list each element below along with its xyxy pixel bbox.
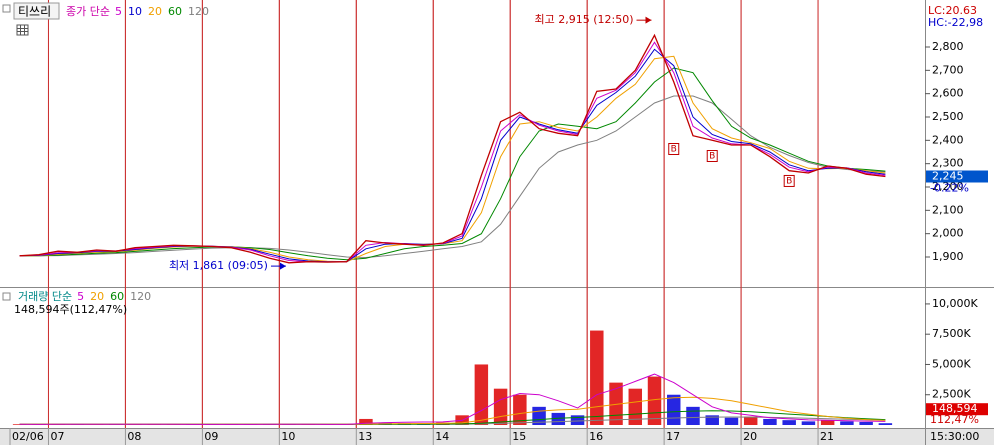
signal-label: B [671,145,677,155]
volume-bar [590,330,604,425]
moving-average [19,67,886,261]
y-tick-label: 1,900 [932,250,964,263]
table-icon[interactable] [16,24,29,36]
volume-bar [763,418,777,425]
volume-bar [609,382,623,425]
annotation: 최저 1,861 (09:05) [169,259,268,272]
y-tick-label: 2,000 [932,227,964,240]
chart-title: 티쓰리 [18,5,51,19]
volume-bar [628,388,643,425]
moving-average [19,95,886,259]
table-icon-grid [17,25,28,35]
volume-bar [705,415,719,425]
legend-entry: 5 [115,5,122,18]
signal-label: B [709,152,715,162]
x-tick-label: 02/06 [12,430,44,443]
y-tick-label: 2,700 [932,63,964,76]
y-tick-label: 2,200 [932,180,964,193]
volume-bar [782,420,796,425]
annotation-arrowhead [645,16,652,24]
current-price: 2,245 [932,170,964,183]
signal-label: B [786,176,792,186]
x-tick-label: 21 [820,430,834,443]
price-line [19,33,886,264]
signal-marker [706,150,718,162]
volume-bar [801,421,816,425]
volume-bar [743,416,758,425]
panel-toggle[interactable] [2,4,11,13]
y-tick-label: 2,500 [932,110,964,123]
y-tick-label: 2,300 [932,157,964,170]
y-tick-label: 2,800 [932,40,964,53]
x-tick-label: 20 [743,430,757,443]
volume-bar [513,394,527,425]
y-tick-label: 5,000K [932,357,971,370]
volume-bar [686,406,700,425]
time-label: 15:30:00 [930,430,979,443]
x-axis-band [0,428,994,445]
volume-bar [667,394,681,425]
annotation-arrowhead [279,262,286,270]
x-tick-label: 17 [666,430,680,443]
legend-entry: 60 [110,290,124,303]
panel-toggle[interactable] [2,292,11,301]
current-volume-ratio: 112,47% [930,413,979,426]
hc-label: HC:-22,98 [928,16,983,29]
volume-bar [724,417,739,425]
x-tick-label: 09 [204,430,218,443]
current-volume: 148,594 [932,402,978,415]
x-tick-label: 15 [512,430,526,443]
legend-entry: 20 [90,290,104,303]
legend-entry: 120 [130,290,151,303]
lc-label: LC:20.63 [928,4,977,17]
volume-bar [859,421,873,425]
volume-average [19,373,886,425]
legend-title: 종가 단순 [66,5,110,18]
current-volume-box [926,403,988,416]
volume-bar [647,376,662,425]
y-tick-label: 2,600 [932,87,964,100]
x-tick-label: 08 [127,430,141,443]
title-box [13,2,60,20]
y-tick-label: 2,100 [932,203,964,216]
volume-bar [474,364,489,425]
y-tick-label: 7,500K [932,327,971,340]
volume-bar [840,421,854,425]
y-tick-label: 10,000K [932,297,978,310]
volume-bar [359,418,373,425]
legend-entry: 20 [148,5,162,18]
volume-bar [820,420,835,425]
moving-average [19,55,886,263]
x-tick-label: 13 [358,430,372,443]
legend-entry: 120 [188,5,209,18]
volume-bar [570,415,585,425]
y-tick-label: 2,500K [932,388,971,401]
x-tick-label: 10 [281,430,295,443]
x-tick-label: 07 [50,430,64,443]
current-change: -0.22% [930,182,969,195]
volume-bar [878,423,893,425]
volume-info: 148,594주(112,47%) [14,303,127,316]
volume-bar [493,388,508,425]
annotation: 최고 2,915 (12:50) [534,13,633,26]
legend-entry: 5 [77,290,84,303]
x-tick-label: 14 [435,430,449,443]
legend-title: 거래량 단순 [18,290,72,303]
legend-entry: 60 [168,5,182,18]
signal-marker [783,174,795,187]
legend-entry: 10 [128,5,142,18]
x-tick-label: 16 [589,430,603,443]
y-tick-label: 2,400 [932,133,964,146]
signal-marker [668,143,680,155]
current-price-box [926,170,988,183]
